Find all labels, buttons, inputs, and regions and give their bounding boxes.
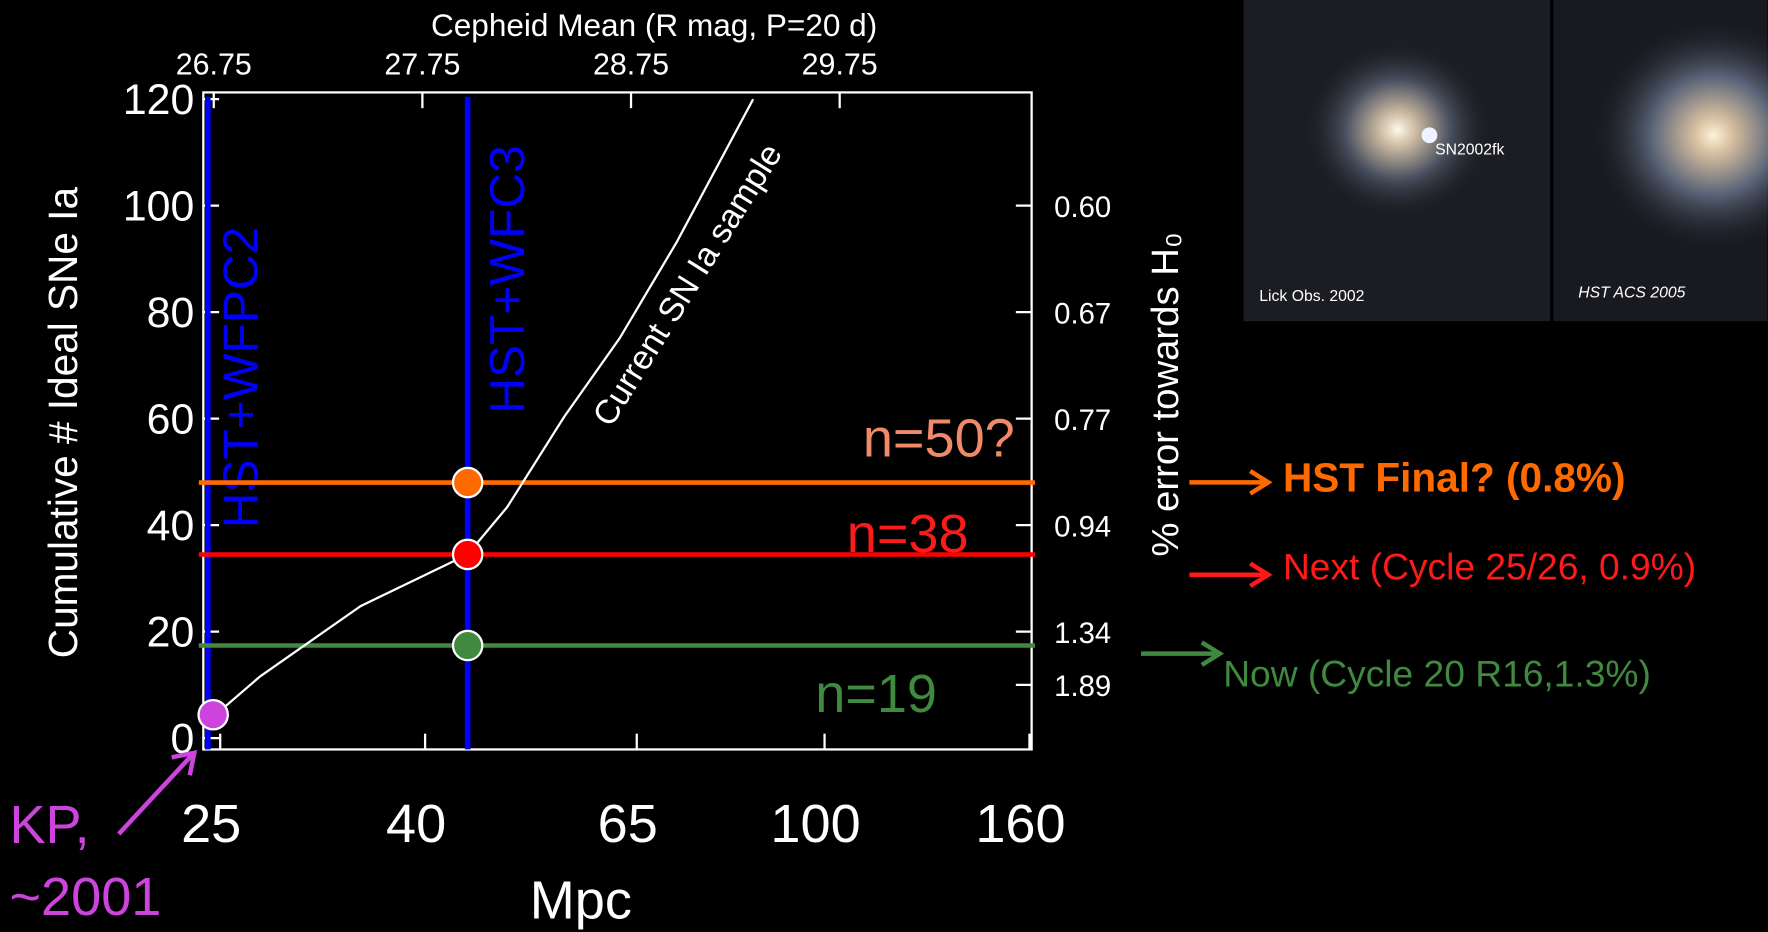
image-panel: SN2002fk Lick Obs. 2002 HST ACS 2005	[1244, 0, 1768, 321]
y2-tick-label: 0.94	[1054, 510, 1111, 543]
instrument-label: HST+WFC3	[479, 145, 535, 414]
x-tick-label: 40	[386, 794, 446, 854]
kp-note: KP,	[9, 795, 89, 855]
callout-label: HST Final? (0.8%)	[1283, 454, 1626, 500]
y-tick-label: 80	[147, 289, 195, 337]
sample-label: n=38	[847, 504, 969, 564]
x2-tick-label: 29.75	[802, 47, 878, 81]
sample-label: n=19	[815, 664, 937, 724]
chart: SN2002fk Lick Obs. 2002 HST ACS 2005 Cep…	[0, 0, 1768, 932]
y2-tick-label: 0.77	[1054, 404, 1111, 437]
point	[453, 468, 482, 497]
y-tick-label: 120	[123, 76, 194, 124]
y2-tick-label: 0.60	[1054, 191, 1111, 224]
x-tick-label: 100	[770, 794, 860, 854]
point	[453, 631, 482, 660]
galaxy	[1302, 39, 1494, 219]
point	[199, 700, 228, 729]
callout-label: Now (Cycle 20 R16,1.3%)	[1223, 652, 1651, 694]
x2-tick-label: 28.75	[593, 47, 669, 81]
x2-tick-label: 26.75	[176, 47, 252, 81]
x-tick-label: 160	[975, 794, 1065, 854]
kp-note: ~2001	[9, 867, 161, 927]
y-tick-label: 100	[123, 182, 194, 230]
image-label: HST ACS 2005	[1578, 285, 1685, 302]
y2-axis-title: % error towards H₀	[1144, 232, 1187, 556]
y2-tick-label: 0.67	[1054, 297, 1111, 330]
y2-tick-label: 1.89	[1054, 670, 1111, 703]
y-tick-label: 60	[147, 395, 195, 443]
y2-tick-label: 1.34	[1054, 617, 1111, 650]
point	[453, 540, 482, 569]
x-axis-title: Mpc	[530, 870, 632, 930]
image-label: SN2002fk	[1435, 141, 1504, 158]
callout-label: Next (Cycle 25/26, 0.9%)	[1283, 545, 1696, 587]
y-tick-label: 20	[147, 608, 195, 656]
image-label: Lick Obs. 2002	[1259, 288, 1364, 305]
y-tick-label: 40	[147, 502, 195, 550]
x-tick-label: 25	[181, 794, 241, 854]
x2-axis-title: Cepheid Mean (R mag, P=20 d)	[431, 7, 877, 43]
x2-tick-label: 27.75	[384, 47, 460, 81]
page: {"chart_data": { "type": "line", "x_labe…	[0, 0, 1768, 932]
y-axis-title: Cumulative # Ideal SNe Ia	[40, 187, 86, 659]
series-label: Current SN Ia sample	[585, 137, 789, 433]
x-tick-label: 65	[598, 794, 658, 854]
sample-label: n=50?	[863, 408, 1015, 468]
